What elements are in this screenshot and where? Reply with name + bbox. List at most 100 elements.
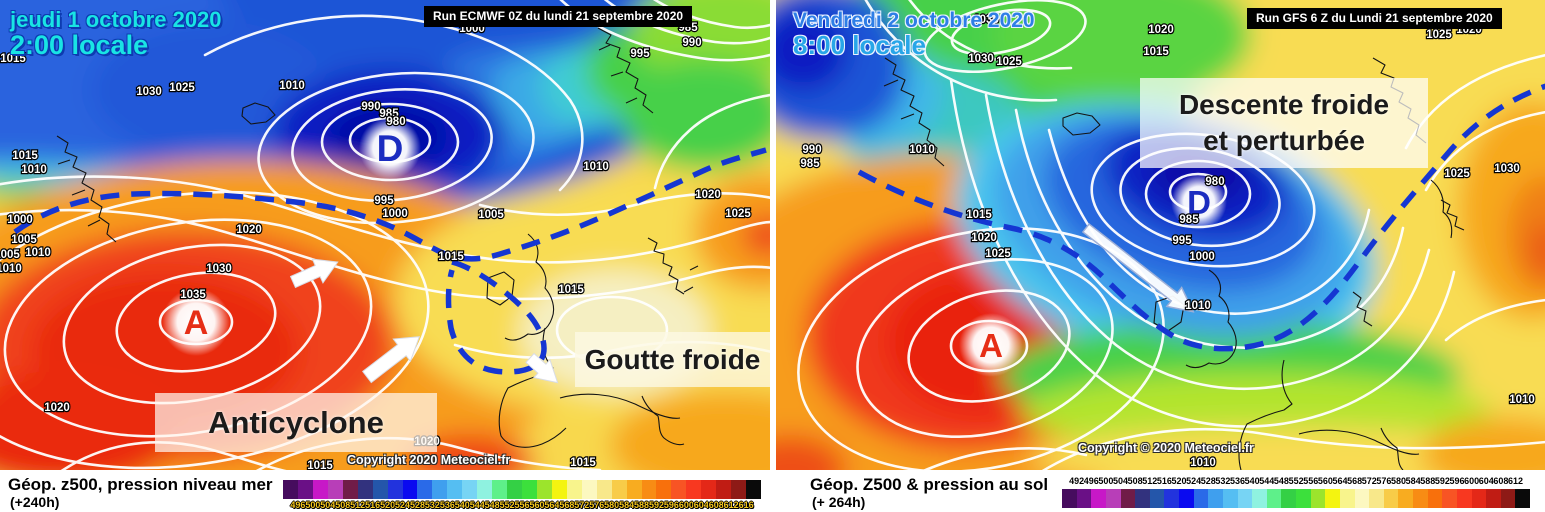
scale-swatch: [522, 480, 537, 499]
pressure-value-label: 990: [682, 37, 701, 49]
scale-value: 540: [454, 500, 470, 510]
scale-value: 592: [648, 500, 665, 510]
scale-swatch: [716, 480, 732, 499]
scale-swatch: [1354, 489, 1370, 508]
ecmwf-map-panel[interactable]: D A 1015 1030 1025 1010 1000 995 990 985 990 985 9…: [0, 0, 770, 470]
legend-title-ecmwf: Géop. z500, pression niveau mer: [8, 475, 273, 494]
scale-swatch: [1266, 489, 1282, 508]
pressure-value-label: 1000: [7, 214, 33, 226]
high-center-marker: A: [162, 288, 230, 356]
scale-value: 492: [1069, 476, 1085, 486]
pressure-value-label: 1000: [382, 208, 408, 220]
pressure-value-label: 995: [1172, 235, 1192, 247]
pressure-value-label: 1015: [0, 53, 26, 65]
pressure-value-label: 1025: [725, 208, 751, 220]
geopotential-color-field: [0, 0, 770, 470]
scale-swatch: [327, 480, 343, 499]
pressure-value-label: 985: [379, 108, 399, 120]
scale-value: 508: [1127, 476, 1143, 486]
pressure-value-label: 1030: [206, 263, 232, 275]
cutoff-low-dashed-loop: [445, 259, 547, 375]
scale-value: 592: [1434, 476, 1450, 486]
scale-value: 500: [305, 500, 321, 510]
scale-swatch: [1339, 489, 1355, 508]
scale-swatch: [1413, 489, 1428, 508]
scale-value: 532: [1215, 476, 1231, 486]
scale-swatch: [417, 480, 433, 499]
scale-swatch: [1120, 489, 1136, 508]
scale-swatch: [1310, 489, 1326, 508]
flow-arrow-icon: [525, 352, 559, 384]
valid-date: jeudi 1 octobre 2020: [10, 7, 222, 32]
forecast-hour-ecmwf: (+240h): [10, 494, 60, 510]
jet-stream-dashed-line: [13, 147, 767, 375]
scale-swatch: [387, 480, 403, 499]
run-label-gfs: Run GFS 6 Z du Lundi 21 septembre 2020: [1247, 8, 1502, 29]
legend-title-gfs: Géop. Z500 & pression au sol: [810, 475, 1049, 494]
scale-value: 580: [1390, 476, 1406, 486]
scale-swatch: [1442, 489, 1457, 508]
scale-swatch: [1296, 489, 1311, 508]
pressure-value-label: 1010: [1185, 300, 1211, 312]
scale-value: 608: [708, 500, 724, 510]
scale-swatch: [1237, 489, 1253, 508]
valid-time: 8:00 locale: [793, 30, 926, 61]
scale-swatch: [686, 480, 702, 499]
goutte-froide-annotation: Goutte froide: [575, 332, 770, 387]
scale-value: 536: [439, 500, 455, 510]
low-center-letter: D: [377, 128, 404, 169]
panel-divider: [770, 0, 776, 470]
pressure-value-label: 1030: [1494, 163, 1520, 175]
pressure-value-label: 1025: [1444, 168, 1470, 180]
scale-swatch: [312, 480, 328, 499]
pressure-value-label: 1015: [438, 251, 464, 263]
pressure-value-label: 980: [386, 116, 405, 128]
scale-swatch: [1222, 489, 1238, 508]
color-scale-values: 496 500 504 508 512 516 520 524 528 532 536 540 544 5…: [283, 500, 761, 511]
scale-value: 496: [290, 500, 306, 510]
legend-strip: Géop. z500, pression niveau mer (+240h) …: [0, 470, 1545, 512]
pressure-value-label: 1020: [236, 224, 262, 236]
scale-swatch: [492, 480, 508, 499]
low-center-marker: D: [1171, 174, 1227, 230]
flow-arrows: [289, 258, 559, 384]
scale-value: 568: [1347, 476, 1363, 486]
copyright-watermark: Copyright © 2020 Meteociel.fr: [1078, 441, 1254, 455]
scale-value: 600: [678, 500, 694, 510]
scale-value: 556: [1303, 476, 1319, 486]
scale-swatch: [477, 480, 493, 499]
scale-value: 572: [574, 500, 590, 510]
scale-swatch: [1164, 489, 1179, 508]
pressure-value-label: 990: [361, 101, 380, 113]
gfs-map-panel[interactable]: D A 1035 1030 1025 1020 1015 990 985 1010 1015 10…: [776, 0, 1545, 470]
pressure-value-label: 1025: [169, 82, 195, 94]
scale-swatch: [536, 480, 552, 499]
valid-time: 2:00 locale: [10, 30, 149, 61]
scale-value: 512: [1142, 476, 1158, 486]
run-label-ecmwf: Run ECMWF 0Z du lundi 21 septembre 2020: [424, 6, 693, 27]
scale-value: 504: [320, 500, 336, 510]
scale-value: 548: [484, 500, 500, 510]
scale-value: 568: [559, 500, 575, 510]
scale-value: 544: [1259, 476, 1275, 486]
scale-swatch: [1369, 489, 1384, 508]
descente-line2: et perturbée: [1203, 125, 1365, 156]
scale-value: 536: [1230, 476, 1246, 486]
scale-swatch: [731, 480, 747, 499]
pressure-value-label: 1010: [25, 247, 51, 259]
scale-swatch: [641, 480, 657, 499]
high-center-letter: A: [979, 327, 1003, 364]
scale-value: 544: [469, 500, 485, 510]
scale-swatch: [551, 480, 567, 499]
pressure-value-label: 1010: [1509, 394, 1535, 406]
scale-swatch: [1208, 489, 1223, 508]
scale-value: 560: [529, 500, 545, 510]
scale-value: 612: [1508, 476, 1524, 486]
scale-value: 552: [499, 500, 515, 510]
scale-value: 512: [350, 500, 366, 510]
scale-value: 588: [634, 500, 650, 510]
